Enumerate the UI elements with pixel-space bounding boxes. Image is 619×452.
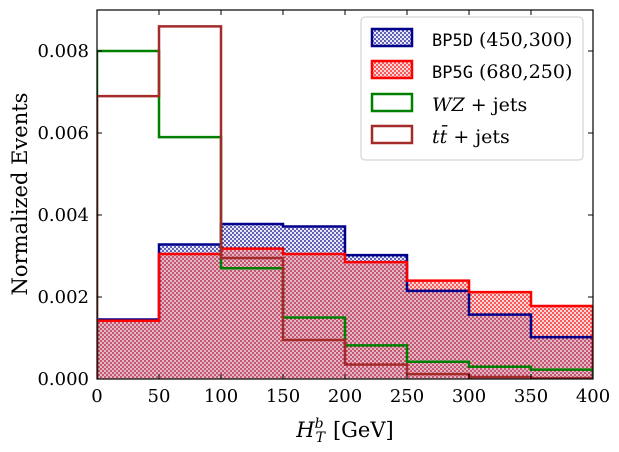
overlap-bin-6	[469, 314, 531, 379]
x-axis-label: Hb T [GeV]	[295, 416, 393, 446]
overlap-bin-4	[345, 262, 407, 379]
x-tick-label: 150	[266, 386, 300, 407]
legend-swatch-bp5d	[370, 27, 414, 48]
legend-label-tt: tt̄ + jets	[432, 124, 510, 148]
x-axis-label-unit: [GeV]	[333, 418, 394, 442]
x-axis-label-sup: b	[315, 416, 324, 432]
x-tick-label: 350	[514, 386, 548, 407]
overlap-bin-7	[531, 337, 593, 379]
y-tick-label: 0.004	[37, 205, 89, 226]
x-tick-label: 50	[148, 386, 171, 407]
y-tick-label: 0.006	[37, 123, 89, 144]
y-tick-label: 0.000	[37, 369, 89, 390]
y-tick-label: 0.008	[37, 41, 89, 62]
x-axis-label-main: H	[295, 418, 315, 442]
axes: 0 50 100 150 200 250 300 350 400 0.000 0.002 0.004 0…	[37, 9, 610, 407]
legend-label-wz: WZ + jets	[432, 94, 527, 116]
legend: BP5D (450,300) BP5G (680,250) WZ + jets …	[360, 16, 584, 161]
legend-swatch-bp5g	[370, 59, 414, 80]
y-tick-label: 0.002	[37, 287, 89, 308]
overlap-bin-2	[221, 248, 283, 379]
x-tick-label: 250	[390, 386, 424, 407]
legend-swatch-tt	[370, 124, 414, 145]
x-tick-label: 0	[91, 386, 102, 407]
x-tick-label: 100	[204, 386, 238, 407]
legend-swatch-wz	[370, 92, 414, 113]
bp5g-outline	[97, 247, 593, 379]
x-tick-label: 200	[328, 386, 362, 407]
y-axis-label: Normalized Events	[8, 93, 32, 296]
legend-box	[360, 16, 584, 161]
plot-area	[97, 25, 593, 379]
x-tick-label: 300	[452, 386, 486, 407]
overlap-bin-1	[159, 253, 221, 379]
overlap-bin-0	[97, 320, 159, 379]
x-tick-label: 400	[576, 386, 610, 407]
wz-outline	[97, 49, 593, 379]
legend-label-bp5d: BP5D (450,300)	[432, 29, 572, 51]
x-axis-label-sub: T	[316, 430, 327, 446]
overlap-bin-5	[407, 290, 469, 379]
legend-label-bp5g: BP5G (680,250)	[432, 61, 572, 83]
